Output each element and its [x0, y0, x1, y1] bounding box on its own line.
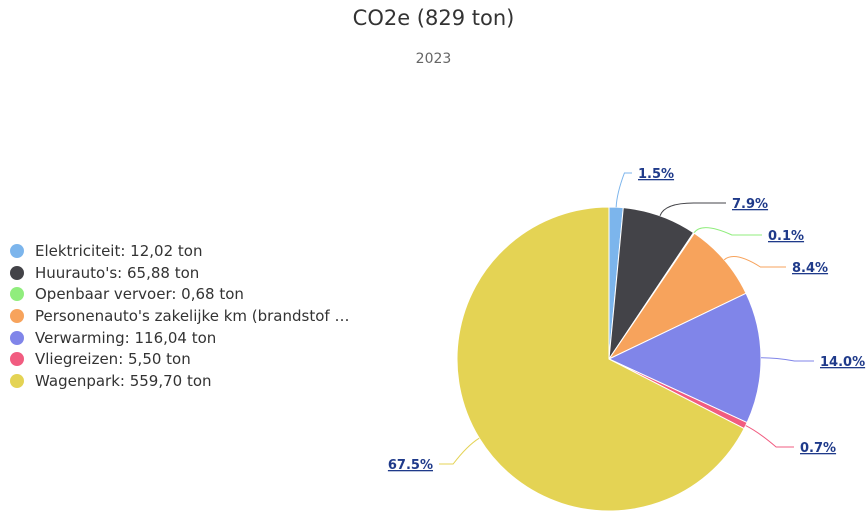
- data-label-vliegreizen[interactable]: 0.7%: [800, 441, 836, 456]
- legend-label: Verwarming: 116,04 ton: [35, 328, 217, 347]
- legend-swatch: [10, 265, 24, 280]
- legend-label: Wagenpark: 559,70 ton: [35, 371, 212, 390]
- connector-line-openbaar-vervoer: [693, 227, 762, 236]
- legend-swatch: [10, 308, 24, 323]
- legend-item-elektriciteit[interactable]: Elektriciteit: 12,02 ton: [10, 240, 349, 262]
- connector-line-verwarming: [760, 357, 814, 362]
- connector-line-vliegreizen: [745, 425, 794, 448]
- legend-item-vliegreizen[interactable]: Vliegreizen: 5,50 ton: [10, 348, 349, 370]
- legend-label: Openbaar vervoer: 0,68 ton: [35, 285, 244, 304]
- legend-swatch: [10, 330, 24, 345]
- legend-label: Huurauto's: 65,88 ton: [35, 263, 200, 282]
- chart-subtitle: 2023: [415, 51, 452, 67]
- legend-swatch: [10, 373, 24, 388]
- connector-line-elektriciteit: [615, 172, 632, 208]
- data-label-wagenpark[interactable]: 67.5%: [388, 458, 433, 473]
- legend-item-personenautos[interactable]: Personenauto's zakelijke km (brandstof …: [10, 305, 349, 327]
- legend-item-wagenpark[interactable]: Wagenpark: 559,70 ton: [10, 370, 349, 392]
- connector-line-personenautos: [723, 256, 786, 268]
- legend-label: Elektriciteit: 12,02 ton: [35, 241, 203, 260]
- connector-line-wagenpark: [439, 437, 480, 465]
- legend-swatch: [10, 352, 24, 367]
- data-label-openbaar-vervoer[interactable]: 0.1%: [768, 229, 804, 244]
- data-label-huurautos[interactable]: 7.9%: [732, 197, 768, 212]
- data-label-personenautos[interactable]: 8.4%: [792, 261, 828, 276]
- legend-label: Personenauto's zakelijke km (brandstof …: [35, 306, 350, 325]
- pie-slice-wagenpark[interactable]: [456, 206, 745, 511]
- legend-swatch: [10, 287, 24, 302]
- legend-label: Vliegreizen: 5,50 ton: [35, 350, 191, 369]
- data-label-elektriciteit[interactable]: 1.5%: [638, 167, 674, 182]
- legend-swatch: [10, 243, 24, 258]
- legend-item-huurautos[interactable]: Huurauto's: 65,88 ton: [10, 262, 349, 284]
- legend-item-verwarming[interactable]: Verwarming: 116,04 ton: [10, 327, 349, 349]
- data-label-verwarming[interactable]: 14.0%: [820, 355, 865, 370]
- legend-item-openbaar-vervoer[interactable]: Openbaar vervoer: 0,68 ton: [10, 283, 349, 305]
- chart-title: CO2e (829 ton): [352, 6, 515, 30]
- connector-line-huurautos: [659, 202, 726, 217]
- legend: Elektriciteit: 12,02 ton Huurauto's: 65,…: [10, 240, 349, 392]
